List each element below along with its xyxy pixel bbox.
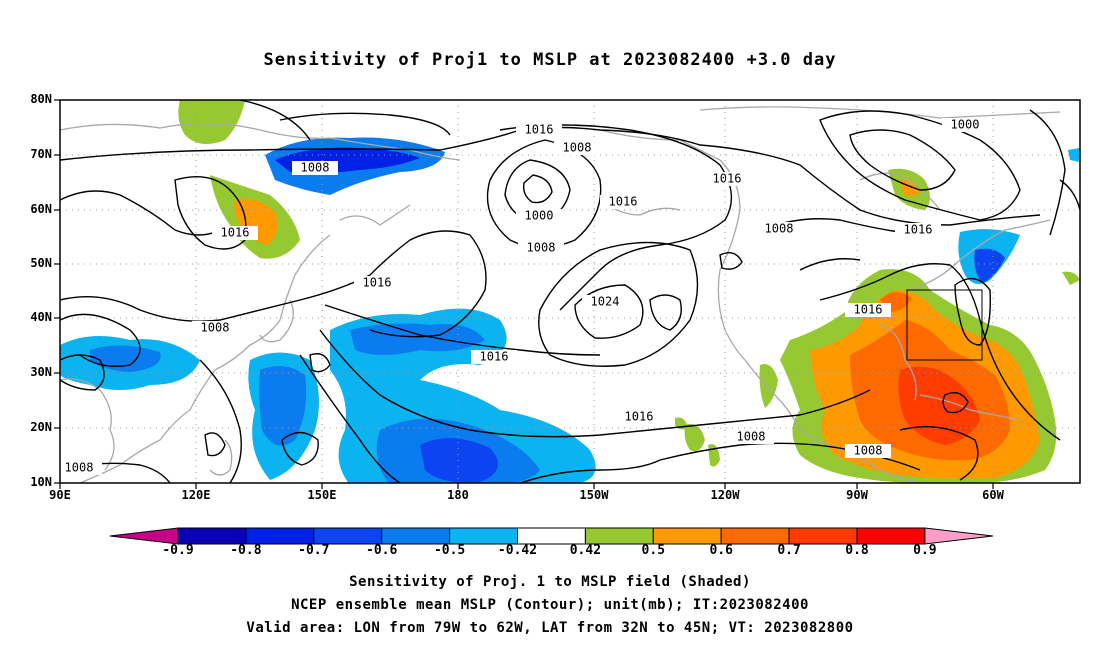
sensitivity-map: 1016 1008 1008 1000 1016 1000 1016 1008 …: [54, 99, 1081, 489]
colorbar-cell: [245, 527, 315, 545]
contour-label: 1008: [201, 321, 230, 335]
colorbar-tick-label: 0.8: [845, 543, 869, 558]
lat-label: 30N: [30, 365, 52, 379]
lat-label: 70N: [30, 147, 52, 161]
lon-label: 120E: [181, 488, 211, 502]
lon-label: 90E: [49, 488, 71, 502]
contour-label: 1008: [854, 444, 883, 458]
contour-label: 1016: [525, 123, 554, 137]
colorbar-tick-label: -0.9: [162, 543, 194, 558]
colorbar-tick-label: -0.8: [230, 543, 262, 558]
contour-label: 1024: [591, 295, 620, 309]
colorbar-cell: [584, 527, 654, 545]
colorbar-cell: [652, 527, 722, 545]
colorbar-cell: [788, 527, 858, 545]
lat-label: 40N: [30, 310, 52, 324]
lon-label: 150W: [579, 488, 609, 502]
mslp-contours: [60, 100, 1080, 483]
contour-label: 1016: [713, 172, 742, 186]
lat-label: 20N: [30, 420, 52, 434]
contour-label: 1000: [951, 118, 980, 132]
lon-label: 60W: [982, 488, 1004, 502]
contour-label: 1016: [625, 410, 654, 424]
colorbar-cell: [924, 527, 993, 545]
lat-label: 80N: [30, 92, 52, 106]
colorbar-cell: [177, 527, 247, 545]
contour-label: 1008: [737, 430, 766, 444]
contour-label: 1016: [221, 226, 250, 240]
caption-line-1: Sensitivity of Proj. 1 to MSLP field (Sh…: [349, 574, 751, 590]
colorbar-tick-label: -0.42: [497, 543, 538, 558]
contour-label: 1000: [525, 209, 554, 223]
colorbar-cell: [449, 527, 519, 545]
colorbar-cell: [381, 527, 451, 545]
positive-sensitivity-shading: [178, 100, 1080, 483]
colorbar-tick-label: 0.6: [709, 543, 733, 558]
lon-label: 90W: [846, 488, 868, 502]
colorbar-cell: [856, 527, 926, 545]
contour-label: 1008: [765, 222, 794, 236]
contour-label: 1008: [527, 241, 556, 255]
contour-label: 1008: [563, 141, 592, 155]
caption-line-3: Valid area: LON from 79W to 62W, LAT fro…: [246, 620, 854, 636]
valid-area-box: [906, 289, 983, 361]
chart-title: Sensitivity of Proj1 to MSLP at 20230824…: [263, 50, 837, 70]
axis-ticks: [54, 99, 994, 489]
negative-sensitivity-shading: [60, 137, 1080, 483]
colorbar-cell: [517, 527, 586, 545]
colorbar-cell: [313, 527, 383, 545]
contour-label: 1016: [480, 350, 509, 364]
colorbar-tick-label: -0.7: [298, 543, 330, 558]
contour-label: 1008: [301, 161, 330, 175]
colorbar-tick-label: 0.5: [641, 543, 666, 558]
caption-line-2: NCEP ensemble mean MSLP (Contour); unit(…: [291, 597, 809, 613]
colorbar-tick-label: -0.5: [433, 543, 466, 558]
contour-label: 1016: [609, 195, 638, 209]
contour-label: 1016: [854, 303, 883, 317]
lat-label: 10N: [30, 475, 52, 489]
map-frame: [59, 99, 1081, 484]
colorbar-cell: [720, 527, 790, 545]
colorbar-tick-label: 0.7: [777, 543, 801, 558]
colorbar-cell: [109, 527, 179, 545]
lat-label: 50N: [30, 256, 52, 270]
lat-label: 60N: [30, 202, 52, 216]
colorbar: [109, 527, 993, 545]
lon-label: 120W: [710, 488, 740, 502]
contour-label: 1016: [363, 276, 392, 290]
colorbar-tick-label: -0.6: [366, 543, 398, 558]
lon-label: 150E: [307, 488, 337, 502]
lon-label: 180: [447, 488, 469, 502]
colorbar-tick-label: 0.42: [569, 543, 602, 558]
contour-label: 1016: [904, 223, 933, 237]
colorbar-tick-label: 0.9: [913, 543, 937, 558]
contour-label: 1008: [65, 461, 94, 475]
contour-label-layer: 1016 1008 1008 1000 1016 1000 1016 1008 …: [60, 118, 988, 475]
